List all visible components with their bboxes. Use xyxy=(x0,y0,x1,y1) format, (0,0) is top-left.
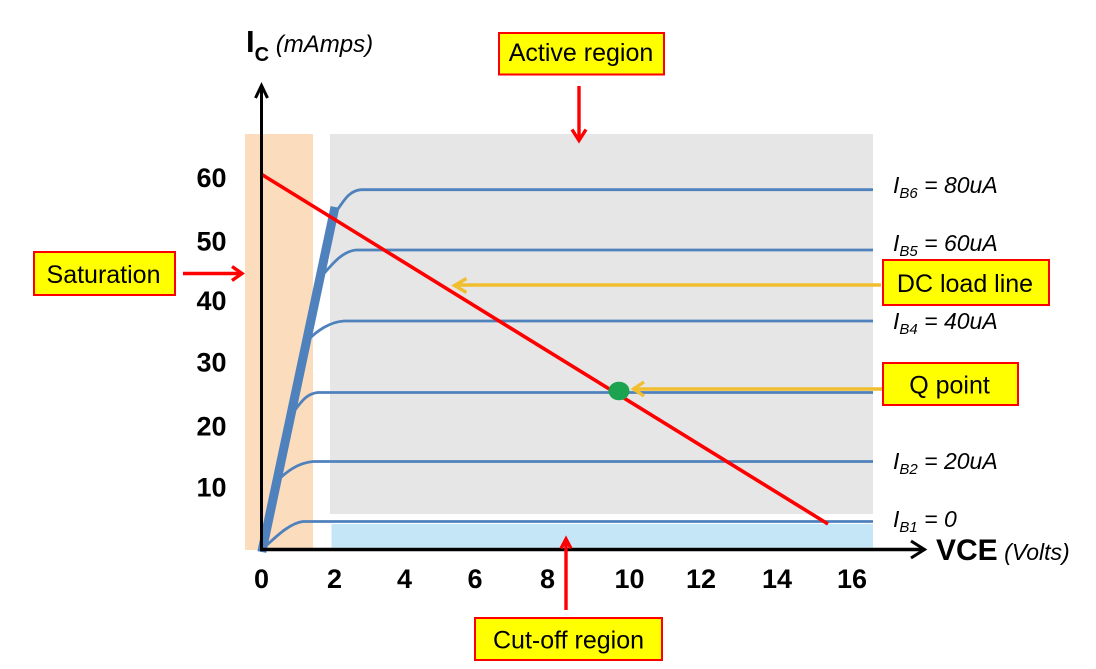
svg-text:IB4 = 40uA: IB4 = 40uA xyxy=(893,308,998,338)
svg-text:40: 40 xyxy=(196,286,226,316)
svg-text:IB6 = 80uA: IB6 = 80uA xyxy=(893,172,998,202)
svg-text:Q point: Q point xyxy=(909,372,990,400)
svg-text:IB5 = 60uA: IB5 = 60uA xyxy=(893,230,998,260)
svg-text:4: 4 xyxy=(397,564,412,594)
svg-text:6: 6 xyxy=(467,564,482,594)
svg-text:30: 30 xyxy=(196,348,226,378)
svg-text:14: 14 xyxy=(762,564,792,594)
svg-text:0: 0 xyxy=(254,564,269,594)
svg-text:8: 8 xyxy=(540,564,555,594)
svg-text:60: 60 xyxy=(196,163,226,193)
svg-text:IB1 = 0: IB1 = 0 xyxy=(893,506,957,536)
svg-text:10: 10 xyxy=(614,564,644,594)
svg-text:VCE (Volts): VCE (Volts) xyxy=(936,534,1070,567)
svg-text:50: 50 xyxy=(196,227,226,257)
svg-text:IC (mAmps): IC (mAmps) xyxy=(246,24,373,66)
svg-text:Saturation: Saturation xyxy=(47,261,161,289)
svg-text:10: 10 xyxy=(196,473,226,503)
svg-text:2: 2 xyxy=(327,564,342,594)
svg-text:Active region: Active region xyxy=(509,39,654,67)
svg-text:Cut-off region: Cut-off region xyxy=(493,627,644,655)
svg-text:20: 20 xyxy=(196,412,226,442)
svg-text:16: 16 xyxy=(837,564,867,594)
svg-text:DC load line: DC load line xyxy=(897,270,1033,298)
svg-text:IB2 = 20uA: IB2 = 20uA xyxy=(893,448,998,478)
svg-text:12: 12 xyxy=(686,564,716,594)
